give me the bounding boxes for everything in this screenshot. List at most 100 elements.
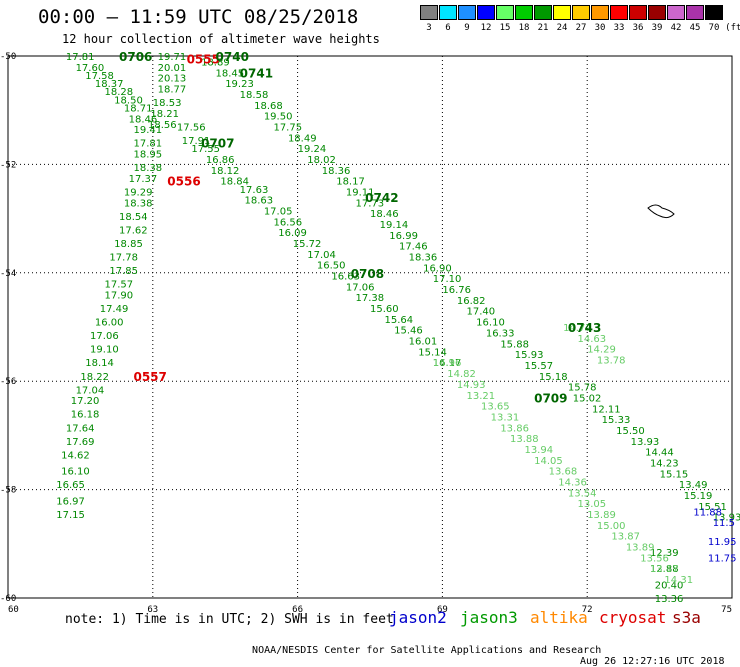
swh-value-jason3: 19.41 xyxy=(133,125,162,136)
legend-swatch xyxy=(553,5,571,20)
pass-time-label: 0555 xyxy=(187,53,220,67)
swh-value-altika: 14.77 xyxy=(563,323,592,334)
swh-value-altika: 14.63 xyxy=(578,334,607,345)
swh-value-jason3: 16.65 xyxy=(56,480,85,491)
swh-value-jason3: 12.11 xyxy=(592,404,621,415)
swh-value-jason3: 17.04 xyxy=(76,385,105,396)
swh-value-jason3: 15.57 xyxy=(524,361,553,372)
satellite-cryosat: cryosat xyxy=(599,608,667,627)
swh-value-jason3: 17.05 xyxy=(264,206,293,217)
swh-value-jason3: 15.18 xyxy=(539,372,568,383)
swh-value-jason3: 20.40 xyxy=(655,580,684,591)
legend-label: 33 xyxy=(613,23,625,33)
plot-frame xyxy=(7,55,733,599)
swh-value-jason3: 15.64 xyxy=(384,315,413,326)
units-note: note: 1) Time is in UTC; 2) SWH is in fe… xyxy=(65,612,394,627)
footer-credit: NOAA/NESDIS Center for Satellite Applica… xyxy=(252,645,602,656)
swh-value-jason3: 17.55 xyxy=(191,144,220,155)
legend-label: 39 xyxy=(651,23,663,33)
swh-value-jason3: 18.84 xyxy=(220,177,249,188)
y-tick-label: -50 xyxy=(0,52,16,62)
swh-value-jason3: 17.38 xyxy=(356,293,385,304)
swh-value-jason3: 17.91 xyxy=(182,136,211,147)
swh-value-jason3: 14.44 xyxy=(645,448,674,459)
swh-value-jason3: 18.95 xyxy=(133,150,162,161)
swh-value-altika: 13.65 xyxy=(481,402,510,413)
swh-value-jason3: 17.78 xyxy=(109,253,138,264)
legend-unit: (ft) xyxy=(725,23,740,33)
legend-label: 9 xyxy=(464,23,470,33)
swh-value-jason3: 18.58 xyxy=(240,90,269,101)
swh-value-jason3: 18.38 xyxy=(124,198,153,209)
swh-value-jason3: 18.77 xyxy=(158,85,187,96)
y-tick-label: -58 xyxy=(0,486,16,496)
legend-swatch xyxy=(420,5,438,20)
swh-value-jason3: 16.97 xyxy=(56,496,85,507)
swh-value-jason3: 16.76 xyxy=(442,285,471,296)
swh-value-jason3: 18.02 xyxy=(307,155,336,166)
swh-value-jason3: 15.51 xyxy=(698,502,727,513)
swh-value-jason3: 15.33 xyxy=(602,415,631,426)
swh-value-jason3: 16.01 xyxy=(409,337,438,348)
swh-value-jason3: 18.38 xyxy=(133,163,162,174)
legend-swatch xyxy=(705,5,723,20)
swh-value-altika: 14.36 xyxy=(558,477,587,488)
swh-value-jason3: 15.72 xyxy=(293,239,322,250)
swh-value-altika: 13.56 xyxy=(640,553,669,564)
swh-value-altika: 13.21 xyxy=(467,391,496,402)
swh-value-jason3: 18.56 xyxy=(148,120,177,131)
legend-swatch xyxy=(591,5,609,20)
swh-value-jason3: 19.11 xyxy=(346,188,375,199)
swh-value-jason3: 18.85 xyxy=(114,239,143,250)
pass-time-label: 0709 xyxy=(534,391,567,405)
legend-label: 24 xyxy=(556,23,568,33)
swh-value-jason3: 16.86 xyxy=(206,155,235,166)
swh-value-jason3: 18.45 xyxy=(216,68,245,79)
swh-value-jason3: 18.53 xyxy=(153,98,182,109)
swh-value-jason3: 13.93 xyxy=(713,513,740,524)
legend-swatch xyxy=(686,5,704,20)
pass-time-label: 0740 xyxy=(216,50,249,64)
swh-value-jason3: 15.50 xyxy=(616,426,645,437)
swh-value-jason3: 18.28 xyxy=(105,87,134,98)
swh-value-jason3: 19.10 xyxy=(90,345,119,356)
swh-value-altika: 14.93 xyxy=(457,380,486,391)
swh-value-altika: 13.68 xyxy=(549,467,578,478)
swh-value-jason3: 17.58 xyxy=(85,71,114,82)
pass-time-label: 0742 xyxy=(365,191,398,205)
satellite-jason2: jason2 xyxy=(389,608,447,627)
pass-time-label: 0706 xyxy=(119,50,152,64)
swh-value-jason3: 16.10 xyxy=(61,467,90,478)
swh-value-altika: 13.89 xyxy=(587,510,616,521)
legend-label: 30 xyxy=(594,23,606,33)
swh-value-jason3: 13.36 xyxy=(655,594,684,605)
legend-label: 42 xyxy=(670,23,682,33)
footer-timestamp: Aug 26 12:27:16 UTC 2018 xyxy=(580,656,725,667)
swh-value-jason3: 17.60 xyxy=(76,63,105,74)
swh-value-jason3: 18.36 xyxy=(409,253,438,264)
swh-value-jason3: 15.02 xyxy=(573,393,602,404)
swh-value-altika: 13.88 xyxy=(510,434,539,445)
swh-value-jason3: 14.23 xyxy=(650,459,679,470)
swh-value-jason3: 18.14 xyxy=(85,358,114,369)
satellite-jason3: jason3 xyxy=(460,608,518,627)
swh-value-altika: 15.00 xyxy=(597,521,626,532)
swh-value-altika: 13.89 xyxy=(626,543,655,554)
swh-value-jason3: 17.90 xyxy=(105,290,134,301)
swh-value-jason3: 16.63 xyxy=(331,272,360,283)
swh-value-jason2: 11.88 xyxy=(693,507,722,518)
y-tick-label: -56 xyxy=(0,377,16,387)
y-tick-label: -54 xyxy=(0,269,16,279)
swh-value-jason3: 20.01 xyxy=(158,63,187,74)
swh-value-jason3: 19.23 xyxy=(225,79,254,90)
swh-value-jason3: 16.82 xyxy=(457,296,486,307)
legend-swatch xyxy=(458,5,476,20)
swh-value-jason3: 19.71 xyxy=(158,52,187,63)
swh-value-jason3: 15.93 xyxy=(515,350,544,361)
swh-value-jason3: 15.15 xyxy=(660,469,689,480)
legend-label: 18 xyxy=(518,23,530,33)
swh-value-jason3: 16.00 xyxy=(95,318,124,329)
swh-value-jason3: 16.56 xyxy=(273,217,302,228)
legend-swatch xyxy=(515,5,533,20)
swh-value-jason3: 17.04 xyxy=(307,250,336,261)
